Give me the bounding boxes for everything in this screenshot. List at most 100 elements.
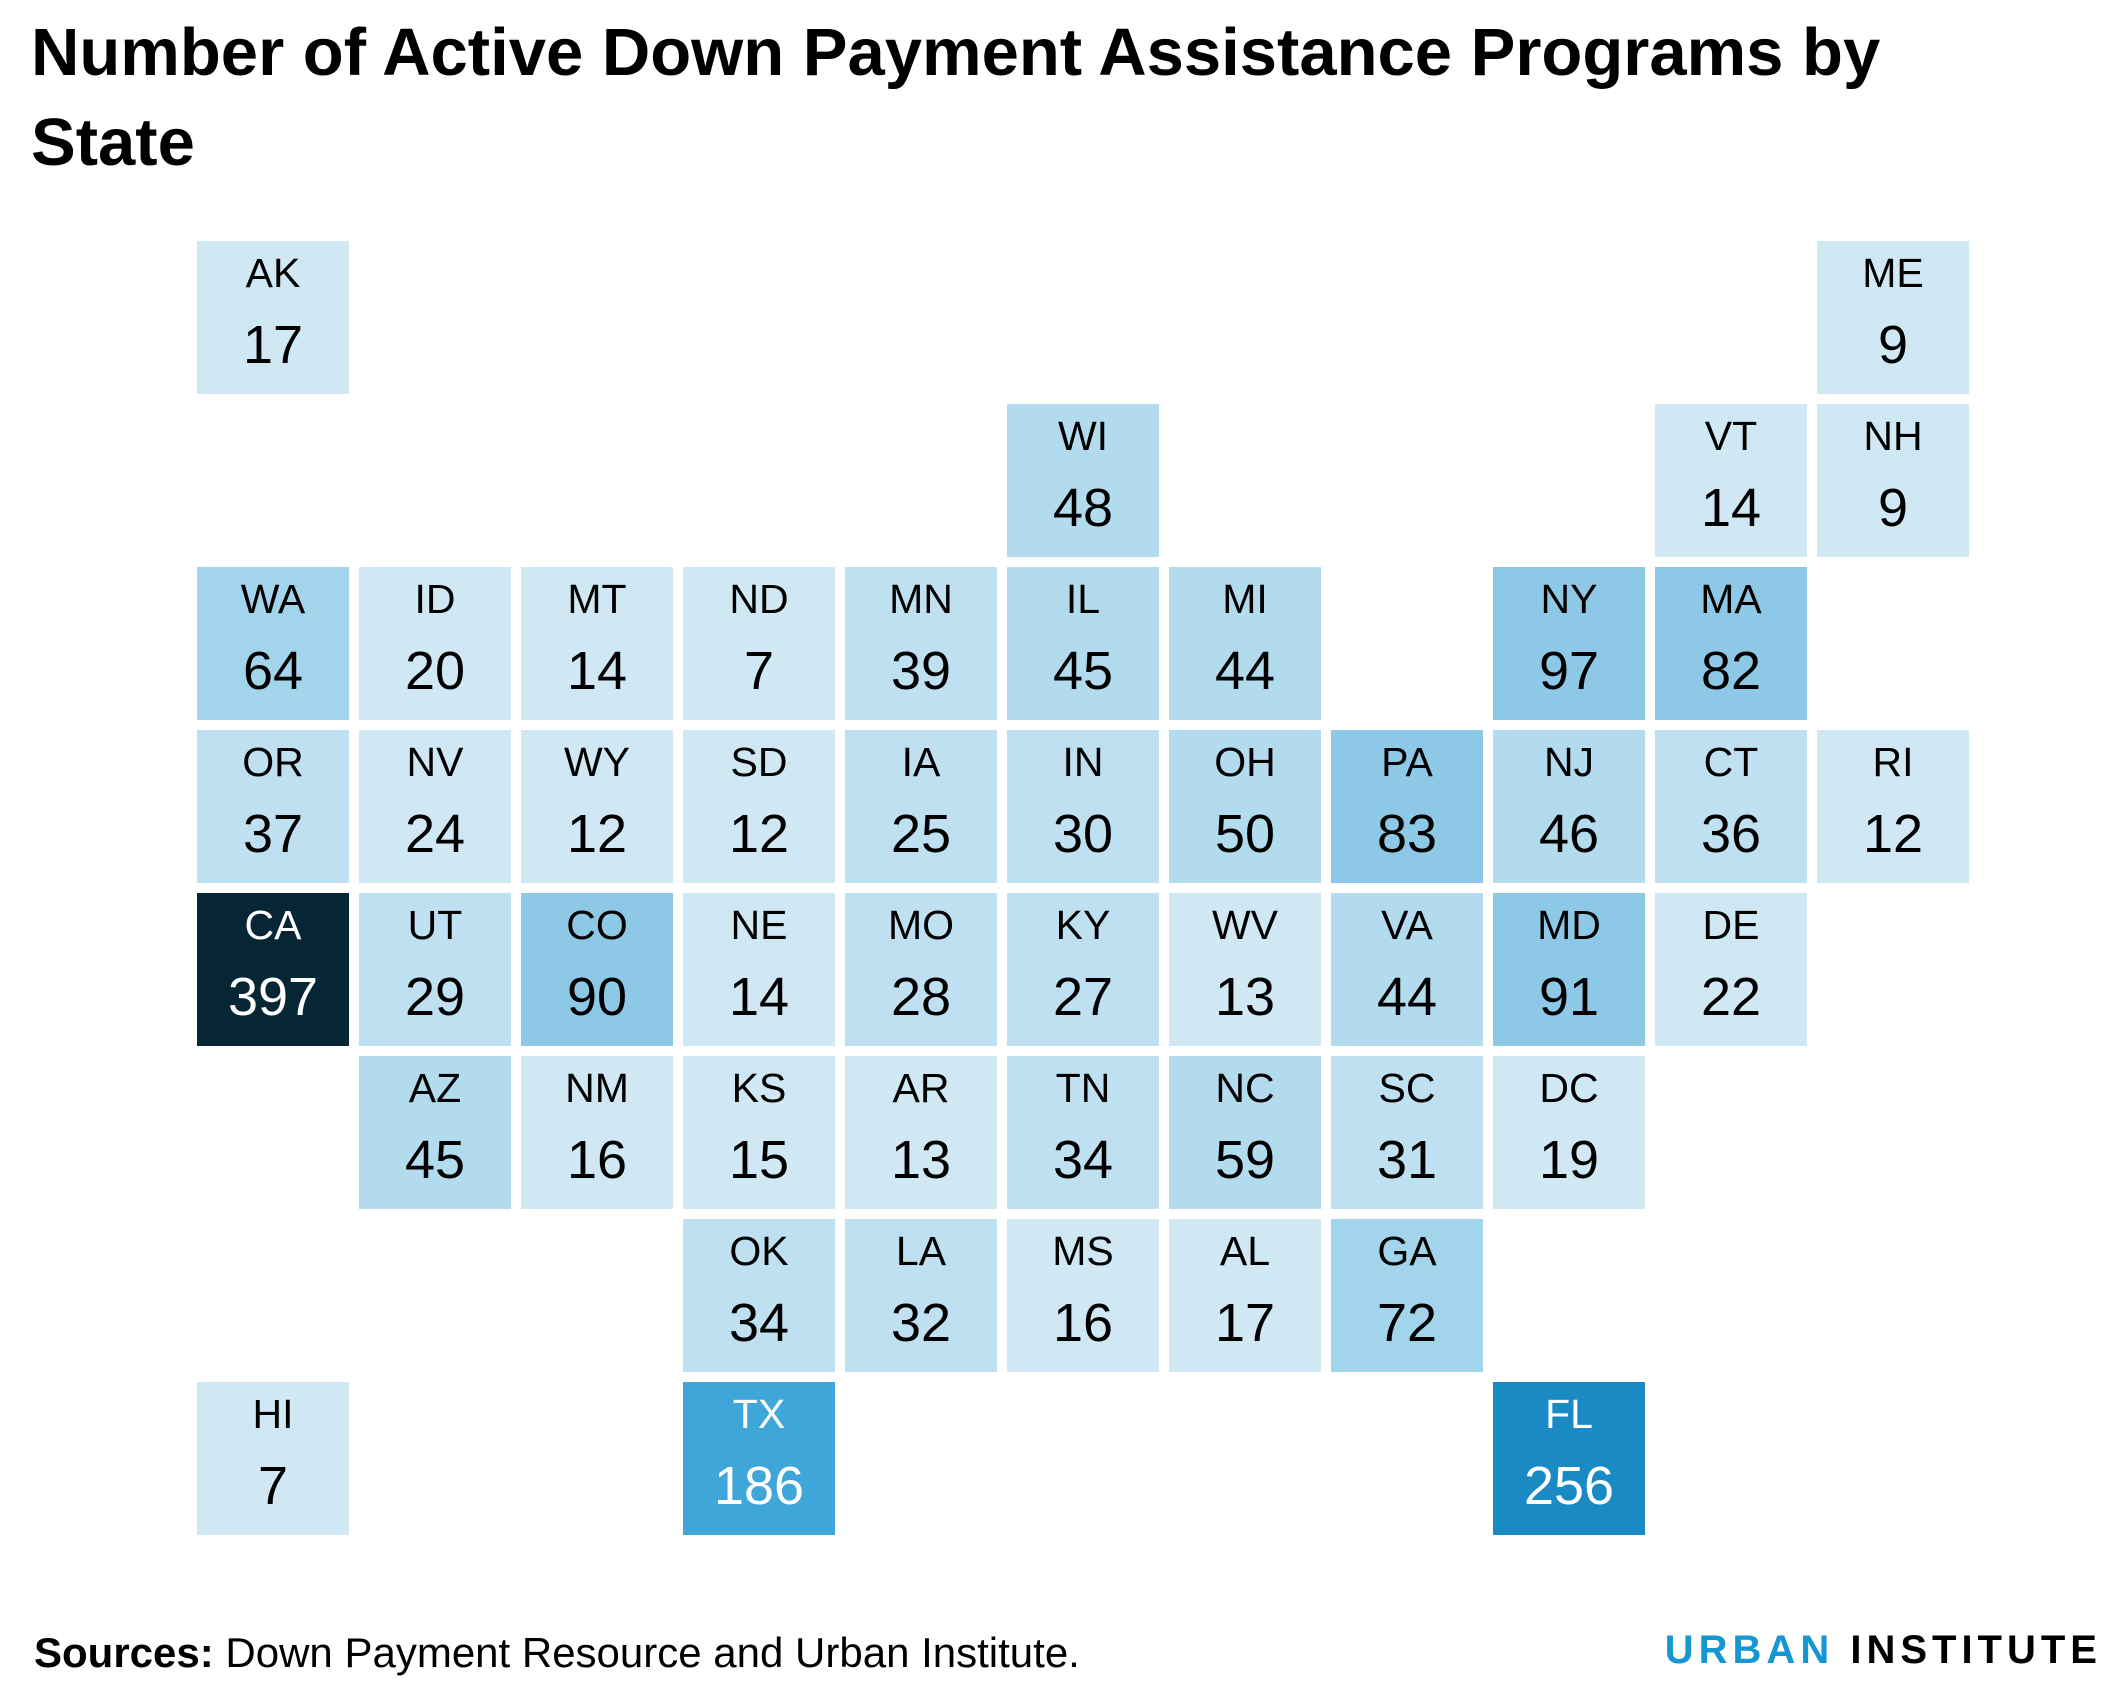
state-tile-ar: AR 13	[845, 1056, 997, 1209]
state-abbr: NV	[406, 739, 464, 785]
state-tile-mn: MN 39	[845, 567, 997, 720]
state-value: 14	[1700, 478, 1762, 538]
state-value: 45	[1052, 641, 1114, 701]
state-value: 46	[1538, 804, 1600, 864]
state-tile-nv: NV 24	[359, 730, 511, 883]
state-value: 44	[1214, 641, 1276, 701]
state-value: 20	[404, 641, 466, 701]
state-abbr: OR	[242, 739, 304, 785]
source-label: Sources:	[34, 1629, 214, 1676]
state-tile-nd: ND 7	[683, 567, 835, 720]
state-tile-ok: OK 34	[683, 1219, 835, 1372]
state-tile-ca: CA 397	[197, 893, 349, 1046]
state-tile-in: IN 30	[1007, 730, 1159, 883]
state-tile-de: DE 22	[1655, 893, 1807, 1046]
state-abbr: WY	[563, 739, 631, 785]
state-abbr: NY	[1540, 576, 1598, 622]
state-abbr: AZ	[408, 1065, 462, 1111]
state-tile-or: OR 37	[197, 730, 349, 883]
state-tile-mt: MT 14	[521, 567, 673, 720]
state-abbr: ME	[1862, 250, 1924, 296]
state-value: 256	[1523, 1456, 1615, 1516]
state-value: 37	[242, 804, 304, 864]
state-value: 7	[743, 641, 775, 701]
state-tile-ny: NY 97	[1493, 567, 1645, 720]
state-tile-ks: KS 15	[683, 1056, 835, 1209]
state-value: 34	[728, 1293, 790, 1353]
state-abbr: RI	[1872, 739, 1914, 785]
state-tile-mi: MI 44	[1169, 567, 1321, 720]
state-tile-ia: IA 25	[845, 730, 997, 883]
state-abbr: AL	[1219, 1228, 1271, 1274]
state-tile-nj: NJ 46	[1493, 730, 1645, 883]
state-abbr: IN	[1062, 739, 1104, 785]
state-value: 72	[1376, 1293, 1438, 1353]
state-value: 32	[890, 1293, 952, 1353]
state-value: 45	[404, 1130, 466, 1190]
state-value: 59	[1214, 1130, 1276, 1190]
state-abbr: SC	[1378, 1065, 1436, 1111]
state-tile-ma: MA 82	[1655, 567, 1807, 720]
state-tile-hi: HI 7	[197, 1382, 349, 1535]
state-abbr: UT	[407, 902, 463, 948]
state-value: 12	[728, 804, 790, 864]
state-tile-ne: NE 14	[683, 893, 835, 1046]
state-abbr: OK	[729, 1228, 789, 1274]
state-value: 7	[257, 1456, 289, 1516]
state-abbr: LA	[895, 1228, 947, 1274]
state-tile-ga: GA 72	[1331, 1219, 1483, 1372]
state-abbr: WI	[1057, 413, 1109, 459]
state-abbr: MD	[1537, 902, 1601, 948]
state-abbr: KS	[731, 1065, 787, 1111]
state-value: 31	[1376, 1130, 1438, 1190]
state-abbr: VT	[1704, 413, 1758, 459]
state-abbr: TX	[732, 1391, 786, 1437]
state-value: 97	[1538, 641, 1600, 701]
state-tile-mo: MO 28	[845, 893, 997, 1046]
state-tile-va: VA 44	[1331, 893, 1483, 1046]
state-tile-al: AL 17	[1169, 1219, 1321, 1372]
state-abbr: NH	[1863, 413, 1923, 459]
state-tile-wy: WY 12	[521, 730, 673, 883]
state-tile-il: IL 45	[1007, 567, 1159, 720]
state-abbr: OH	[1214, 739, 1276, 785]
state-abbr: AR	[892, 1065, 950, 1111]
state-tile-ky: KY 27	[1007, 893, 1159, 1046]
state-abbr: WV	[1211, 902, 1279, 948]
state-abbr: GA	[1377, 1228, 1437, 1274]
state-tile-tn: TN 34	[1007, 1056, 1159, 1209]
state-abbr: ND	[729, 576, 789, 622]
state-value: 30	[1052, 804, 1114, 864]
state-tile-la: LA 32	[845, 1219, 997, 1372]
state-value: 17	[242, 315, 304, 375]
state-value: 14	[728, 967, 790, 1027]
logo-word-institute: INSTITUTE	[1850, 1628, 2102, 1672]
state-abbr: DC	[1539, 1065, 1599, 1111]
state-value: 17	[1214, 1293, 1276, 1353]
state-abbr: CO	[566, 902, 628, 948]
state-value: 24	[404, 804, 466, 864]
state-value: 25	[890, 804, 952, 864]
state-tile-wv: WV 13	[1169, 893, 1321, 1046]
state-tile-wi: WI 48	[1007, 404, 1159, 557]
state-abbr: MN	[889, 576, 953, 622]
state-value: 9	[1877, 478, 1909, 538]
state-value: 36	[1700, 804, 1762, 864]
state-abbr: AK	[245, 250, 301, 296]
state-abbr: CT	[1703, 739, 1759, 785]
state-abbr: IL	[1065, 576, 1101, 622]
state-tile-co: CO 90	[521, 893, 673, 1046]
state-abbr: WA	[240, 576, 306, 622]
state-abbr: CA	[244, 902, 302, 948]
state-abbr: VA	[1381, 902, 1433, 948]
chart-title: Number of Active Down Payment Assistance…	[31, 15, 1881, 180]
state-tile-az: AZ 45	[359, 1056, 511, 1209]
state-abbr: MS	[1052, 1228, 1114, 1274]
state-value: 39	[890, 641, 952, 701]
state-value: 82	[1700, 641, 1762, 701]
state-value: 50	[1214, 804, 1276, 864]
state-tile-nc: NC 59	[1169, 1056, 1321, 1209]
state-tile-dc: DC 19	[1493, 1056, 1645, 1209]
state-value: 19	[1538, 1130, 1600, 1190]
state-tile-nm: NM 16	[521, 1056, 673, 1209]
